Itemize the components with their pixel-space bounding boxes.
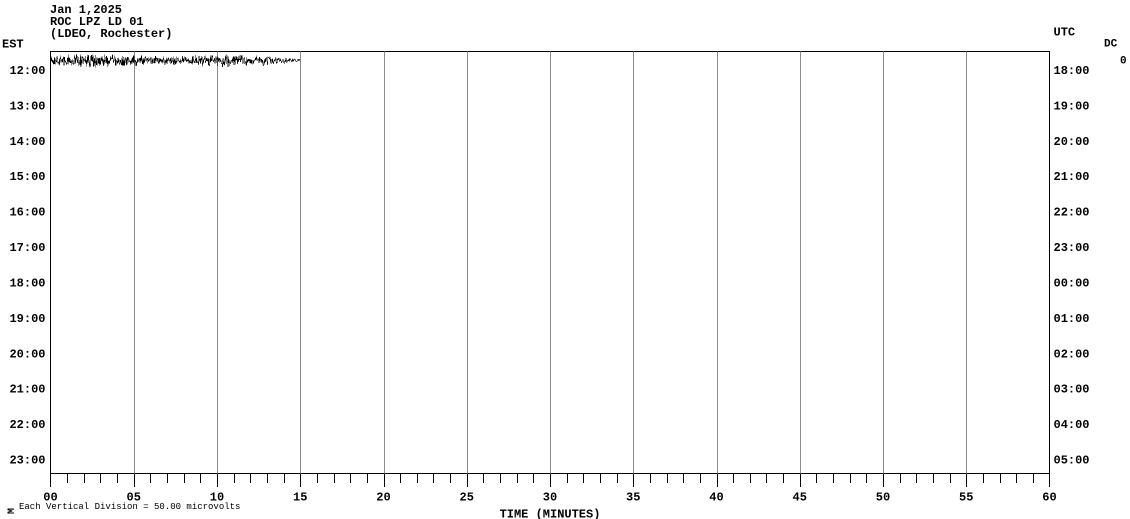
- svg-text:25: 25: [460, 491, 474, 505]
- svg-text:17:00: 17:00: [9, 241, 45, 255]
- svg-text:UTC: UTC: [1054, 26, 1076, 40]
- svg-text:05:00: 05:00: [1054, 454, 1090, 468]
- svg-text:50: 50: [876, 491, 890, 505]
- svg-text:55: 55: [959, 491, 973, 505]
- svg-text:03:00: 03:00: [1054, 383, 1090, 397]
- svg-text:35: 35: [626, 491, 640, 505]
- svg-text:18:00: 18:00: [1054, 64, 1090, 78]
- svg-text:22:00: 22:00: [9, 418, 45, 432]
- svg-text:16:00: 16:00: [9, 206, 45, 220]
- svg-text:15: 15: [293, 491, 307, 505]
- svg-text:0: 0: [1120, 56, 1127, 68]
- svg-text:21:00: 21:00: [1054, 170, 1090, 184]
- svg-text:23:00: 23:00: [1054, 241, 1090, 255]
- svg-text:45: 45: [793, 491, 807, 505]
- svg-text:18:00: 18:00: [9, 276, 45, 290]
- svg-text:22:00: 22:00: [1054, 206, 1090, 220]
- svg-text:15:00: 15:00: [9, 170, 45, 184]
- svg-text:19:00: 19:00: [9, 312, 45, 326]
- svg-text:20: 20: [376, 491, 390, 505]
- svg-text:40: 40: [709, 491, 723, 505]
- svg-text:M: M: [7, 508, 18, 514]
- svg-text:20:00: 20:00: [1054, 135, 1090, 149]
- svg-text:19:00: 19:00: [1054, 99, 1090, 113]
- svg-text:21:00: 21:00: [9, 383, 45, 397]
- svg-text:01:00: 01:00: [1054, 312, 1090, 326]
- svg-text:13:00: 13:00: [9, 99, 45, 113]
- svg-text:04:00: 04:00: [1054, 418, 1090, 432]
- svg-text:23:00: 23:00: [9, 454, 45, 468]
- svg-text:20:00: 20:00: [9, 347, 45, 361]
- svg-text:EST: EST: [2, 38, 24, 52]
- svg-text:TIME (MINUTES): TIME (MINUTES): [500, 508, 601, 519]
- svg-text:00:00: 00:00: [1054, 276, 1090, 290]
- svg-text:30: 30: [543, 491, 557, 505]
- svg-text:Each Vertical Division = 50.: Each Vertical Division = 50.00 microvolt…: [19, 502, 240, 512]
- svg-text:12:00: 12:00: [9, 64, 45, 78]
- svg-text:02:00: 02:00: [1054, 347, 1090, 361]
- svg-text:14:00: 14:00: [9, 135, 45, 149]
- svg-text:60: 60: [1042, 491, 1056, 505]
- svg-text:DC: DC: [1104, 39, 1118, 51]
